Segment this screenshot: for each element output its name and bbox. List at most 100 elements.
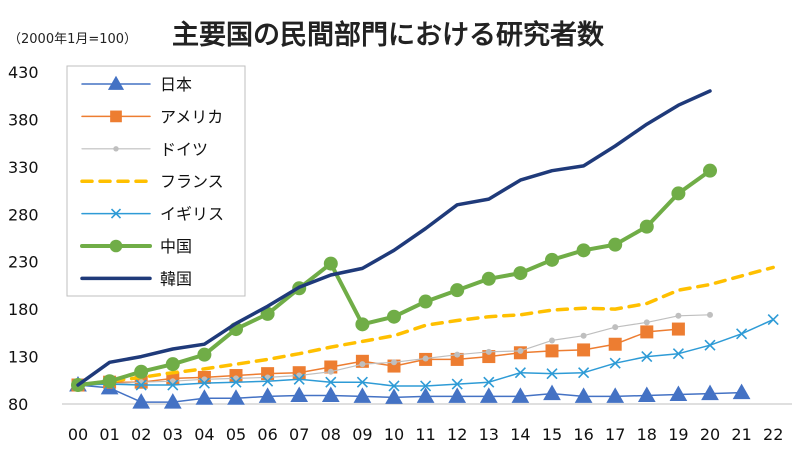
data-point-marker: [448, 387, 467, 403]
x-tick-label: 09: [352, 425, 372, 444]
x-axis: 00 01 02 03 04 05 06 07 08 09 10 11 12 13 14 15 16 17 18 19…: [62, 403, 792, 444]
data-point-marker: [260, 306, 275, 321]
data-point-marker: [672, 348, 684, 360]
data-point-marker: [391, 359, 397, 366]
data-point-marker: [608, 337, 622, 351]
data-point-marker: [513, 266, 528, 281]
data-point-marker: [355, 317, 370, 332]
data-point-marker: [704, 339, 716, 351]
data-point-marker: [643, 319, 650, 326]
data-point-marker: [110, 208, 122, 219]
data-point-marker: [454, 351, 461, 358]
data-point-marker: [675, 312, 682, 319]
x-tick-label: 05: [226, 425, 246, 444]
data-point-marker: [416, 387, 435, 403]
data-point-marker: [418, 294, 433, 309]
data-point-marker: [450, 352, 464, 366]
data-point-marker: [609, 357, 621, 369]
plot-area: [69, 89, 779, 409]
data-point-marker: [387, 309, 401, 324]
x-tick-label: 17: [605, 425, 625, 444]
data-point-marker: [514, 367, 526, 379]
data-point-marker: [707, 311, 713, 318]
data-point-marker: [577, 343, 591, 357]
legend-label: イギリス: [160, 205, 224, 224]
data-point-marker: [580, 332, 587, 339]
data-point-marker: [262, 375, 274, 387]
x-tick-label: 01: [99, 425, 119, 444]
legend-item: イギリス: [81, 205, 224, 224]
x-tick-label: 07: [289, 425, 309, 444]
series-line: [77, 384, 743, 403]
data-point-marker: [353, 387, 372, 403]
data-point-marker: [359, 361, 366, 368]
x-tick-label: 13: [479, 425, 499, 444]
series-フランス: [76, 265, 775, 387]
data-point-marker: [482, 350, 496, 364]
y-tick-label: 80: [8, 395, 28, 414]
legend-item: 中国: [80, 237, 192, 256]
data-point-marker: [671, 186, 686, 201]
data-point-marker: [132, 393, 151, 409]
data-point-marker: [324, 360, 338, 374]
y-tick-label: 230: [8, 253, 39, 272]
data-point-marker: [113, 146, 119, 152]
legend-label: 韓国: [160, 269, 192, 288]
data-point-marker: [134, 364, 149, 379]
data-point-marker: [107, 75, 125, 90]
data-point-marker: [608, 237, 623, 252]
data-point-marker: [327, 368, 334, 375]
data-point-marker: [545, 252, 559, 267]
data-point-marker: [732, 383, 751, 400]
data-point-marker: [450, 283, 465, 298]
data-point-marker: [517, 347, 524, 354]
legend-label: ドイツ: [160, 140, 208, 159]
y-tick-label: 330: [8, 158, 39, 177]
data-point-marker: [767, 314, 779, 326]
data-point-marker: [578, 367, 590, 379]
x-tick-label: 15: [542, 425, 562, 444]
data-point-marker: [639, 219, 654, 234]
data-point-marker: [163, 393, 182, 409]
legend-label: 中国: [160, 237, 192, 256]
legend-label: アメリカ: [160, 107, 223, 126]
y-tick-label: 430: [8, 63, 39, 82]
data-point-marker: [420, 380, 432, 392]
x-tick-label: 06: [257, 425, 277, 444]
x-tick-label: 00: [68, 425, 88, 444]
data-point-marker: [195, 389, 214, 405]
x-tick-label: 11: [415, 425, 435, 444]
data-point-marker: [483, 376, 495, 388]
data-point-marker: [606, 387, 625, 403]
x-tick-label: 10: [384, 425, 404, 444]
data-point-marker: [669, 385, 688, 402]
data-point-marker: [485, 348, 492, 355]
data-point-marker: [549, 337, 555, 344]
data-point-marker: [543, 384, 561, 401]
data-point-marker: [545, 344, 559, 358]
x-tick-label: 14: [510, 425, 530, 444]
legend-label: フランス: [160, 172, 224, 191]
x-tick-label: 22: [763, 425, 783, 444]
legend-label: 日本: [160, 75, 192, 94]
data-point-marker: [479, 387, 498, 403]
unit-note: （2000年1月=100）: [8, 32, 137, 47]
data-point-marker: [451, 378, 463, 390]
series-韓国: [76, 89, 712, 387]
series-日本: [69, 376, 751, 409]
data-point-marker: [388, 380, 400, 392]
legend-item: 日本: [81, 75, 192, 94]
data-point-marker: [293, 373, 305, 385]
x-tick-label: 02: [131, 425, 151, 444]
x-tick-label: 18: [637, 425, 657, 444]
y-tick-label: 130: [8, 348, 39, 367]
data-point-marker: [511, 387, 530, 403]
data-point-marker: [637, 386, 656, 402]
legend-item: アメリカ: [81, 107, 223, 126]
data-point-marker: [258, 387, 277, 403]
data-point-marker: [574, 387, 593, 403]
x-tick-label: 19: [668, 425, 688, 444]
data-point-marker: [321, 386, 340, 402]
